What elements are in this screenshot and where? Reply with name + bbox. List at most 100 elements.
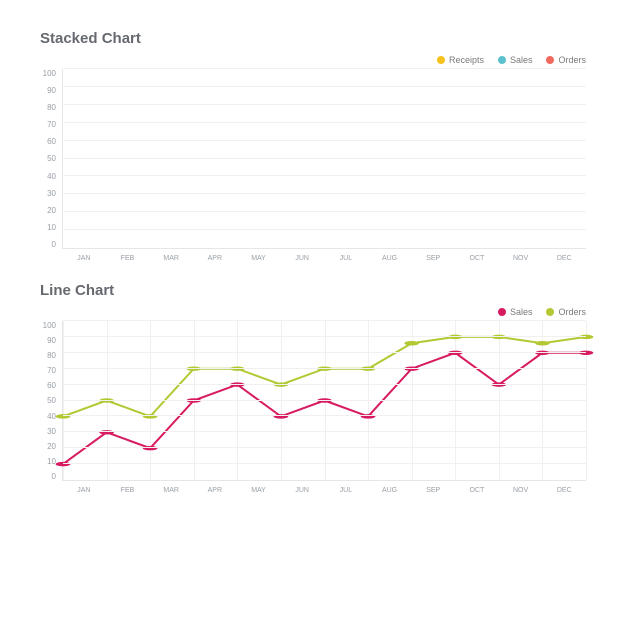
y-tick: 50 bbox=[40, 396, 56, 405]
gridline bbox=[63, 158, 586, 159]
stacked-chart-title: Stacked Chart bbox=[40, 30, 586, 47]
y-tick: 0 bbox=[40, 240, 56, 249]
legend-label: Sales bbox=[510, 55, 533, 65]
y-tick: 20 bbox=[40, 206, 56, 215]
gridline-vertical bbox=[586, 321, 587, 480]
gridline bbox=[63, 68, 586, 69]
y-tick: 60 bbox=[40, 137, 56, 146]
line-chart-title: Line Chart bbox=[40, 282, 586, 299]
stacked-chart: 1009080706050403020100 bbox=[40, 69, 586, 249]
x-tick: JUN bbox=[280, 487, 324, 494]
legend-item: Orders bbox=[546, 307, 586, 317]
x-tick: SEP bbox=[411, 255, 455, 262]
gridline bbox=[63, 175, 586, 176]
y-tick: 10 bbox=[40, 457, 56, 466]
gridline bbox=[63, 122, 586, 123]
stacked-chart-section: Stacked Chart ReceiptsSalesOrders 100908… bbox=[40, 30, 586, 262]
legend-item: Sales bbox=[498, 55, 533, 65]
legend-label: Orders bbox=[558, 55, 586, 65]
legend-item: Orders bbox=[546, 55, 586, 65]
y-tick: 90 bbox=[40, 86, 56, 95]
gridline bbox=[63, 352, 586, 353]
x-tick: MAR bbox=[149, 255, 193, 262]
x-tick: MAY bbox=[237, 255, 281, 262]
x-tick: APR bbox=[193, 487, 237, 494]
x-tick: JUL bbox=[324, 487, 368, 494]
legend-dot-icon bbox=[546, 308, 554, 316]
x-tick: AUG bbox=[368, 487, 412, 494]
x-tick: FEB bbox=[106, 255, 150, 262]
x-tick: DEC bbox=[542, 255, 586, 262]
gridline bbox=[63, 447, 586, 448]
line-plot bbox=[62, 321, 586, 481]
stacked-y-axis: 1009080706050403020100 bbox=[40, 69, 62, 249]
gridline bbox=[63, 104, 586, 105]
legend-label: Receipts bbox=[449, 55, 484, 65]
y-tick: 30 bbox=[40, 189, 56, 198]
line-x-axis: JANFEBMARAPRMAYJUNJULAUGSEPOCTNOVDEC bbox=[62, 487, 586, 494]
line-marker-orders bbox=[535, 341, 550, 345]
x-tick: AUG bbox=[368, 255, 412, 262]
y-tick: 100 bbox=[40, 69, 56, 78]
line-svg bbox=[63, 321, 586, 480]
y-tick: 90 bbox=[40, 336, 56, 345]
stacked-legend: Receipts Sales Orders bbox=[40, 55, 586, 65]
gridline bbox=[63, 229, 586, 230]
legend-dot-icon bbox=[498, 308, 506, 316]
gridline bbox=[63, 336, 586, 337]
line-chart: 1009080706050403020100 bbox=[40, 321, 586, 481]
x-tick: JAN bbox=[62, 487, 106, 494]
gridline bbox=[63, 384, 586, 385]
line-chart-section: Line Chart SalesOrders 10090807060504030… bbox=[40, 282, 586, 494]
gridline bbox=[63, 211, 586, 212]
gridline bbox=[63, 193, 586, 194]
x-tick: NOV bbox=[499, 255, 543, 262]
stacked-x-axis: JANFEBMARAPRMAYJUNJULAUGSEPOCTNOVDEC bbox=[62, 255, 586, 262]
gridline bbox=[63, 400, 586, 401]
gridline bbox=[63, 320, 586, 321]
x-tick: NOV bbox=[499, 487, 543, 494]
x-tick: OCT bbox=[455, 255, 499, 262]
x-tick: SEP bbox=[411, 487, 455, 494]
gridline bbox=[63, 86, 586, 87]
legend-item: Sales bbox=[498, 307, 533, 317]
line-legend: Sales Orders bbox=[40, 307, 586, 317]
legend-dot-icon bbox=[546, 56, 554, 64]
x-tick: MAY bbox=[237, 487, 281, 494]
y-tick: 40 bbox=[40, 412, 56, 421]
y-tick: 70 bbox=[40, 120, 56, 129]
gridline bbox=[63, 368, 586, 369]
y-tick: 40 bbox=[40, 172, 56, 181]
y-tick: 80 bbox=[40, 351, 56, 360]
y-tick: 30 bbox=[40, 427, 56, 436]
y-tick: 20 bbox=[40, 442, 56, 451]
x-tick: OCT bbox=[455, 487, 499, 494]
gridline bbox=[63, 140, 586, 141]
line-marker-orders bbox=[404, 341, 419, 345]
y-tick: 80 bbox=[40, 103, 56, 112]
legend-label: Orders bbox=[558, 307, 586, 317]
y-tick: 100 bbox=[40, 321, 56, 330]
legend-label: Sales bbox=[510, 307, 533, 317]
gridline bbox=[63, 431, 586, 432]
x-tick: JUN bbox=[280, 255, 324, 262]
line-y-axis: 1009080706050403020100 bbox=[40, 321, 62, 481]
y-tick: 50 bbox=[40, 154, 56, 163]
y-tick: 0 bbox=[40, 472, 56, 481]
stacked-plot bbox=[62, 69, 586, 249]
x-tick: APR bbox=[193, 255, 237, 262]
x-tick: JAN bbox=[62, 255, 106, 262]
legend-dot-icon bbox=[437, 56, 445, 64]
legend-dot-icon bbox=[498, 56, 506, 64]
x-tick: JUL bbox=[324, 255, 368, 262]
y-tick: 70 bbox=[40, 366, 56, 375]
line-series-orders bbox=[63, 337, 586, 417]
x-tick: MAR bbox=[149, 487, 193, 494]
gridline bbox=[63, 415, 586, 416]
legend-item: Receipts bbox=[437, 55, 484, 65]
y-tick: 10 bbox=[40, 223, 56, 232]
gridline bbox=[63, 463, 586, 464]
stacked-bars bbox=[63, 69, 586, 248]
x-tick: DEC bbox=[542, 487, 586, 494]
y-tick: 60 bbox=[40, 381, 56, 390]
